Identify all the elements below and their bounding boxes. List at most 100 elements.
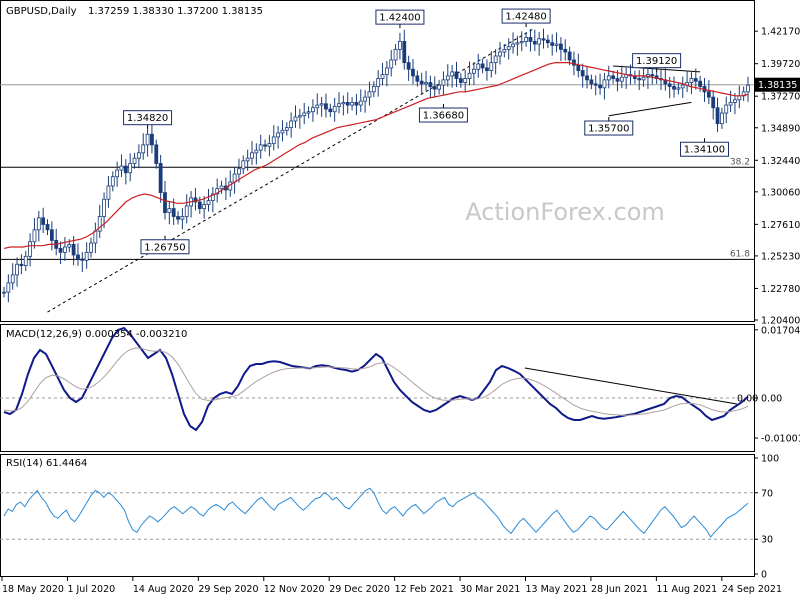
candle-body	[202, 204, 207, 209]
candle-body	[528, 37, 533, 42]
rsi-panel-frame	[0, 454, 755, 577]
candle-body	[63, 246, 67, 253]
candle-body	[245, 157, 250, 162]
annotation-label: 1.42400	[379, 13, 420, 24]
candle-body	[519, 41, 524, 44]
annotation-label: 1.34820	[127, 113, 168, 124]
candle-body	[689, 78, 694, 83]
candle-body	[297, 115, 302, 118]
candle-body	[106, 185, 111, 200]
annotation-box	[632, 53, 682, 69]
candle-body	[441, 79, 446, 86]
main-y-tick-label: 1.37270	[761, 92, 800, 103]
candle-body	[328, 108, 333, 113]
candle-body	[415, 75, 420, 82]
candle-body	[123, 165, 128, 174]
candle-body	[19, 263, 24, 267]
candle-body	[184, 205, 189, 217]
candle-body	[319, 103, 324, 106]
candle-body	[267, 143, 272, 147]
candle-body	[97, 216, 102, 232]
annotation-label: 1.34100	[684, 145, 725, 156]
candle-body	[132, 157, 137, 164]
candle-body	[367, 91, 372, 98]
fib-level-label: 61.8	[730, 249, 750, 259]
fib-level-label: 38.2	[730, 157, 750, 167]
candle-body	[480, 63, 485, 69]
x-tick-label: 13 May 2021	[526, 584, 588, 595]
main-price-layer: 38.2 61.8 1.34820 1.26750 1.42400 1.36680 1.42…	[0, 8, 754, 313]
candle-body	[306, 111, 311, 114]
candle-body	[276, 132, 281, 138]
main-panel-frame	[0, 0, 755, 322]
candle-body	[641, 76, 646, 81]
main-y-tick-label: 1.22780	[761, 284, 800, 295]
candle-body	[467, 72, 472, 79]
candle-body	[80, 258, 85, 261]
candle-body	[615, 78, 620, 82]
candle-body	[241, 160, 246, 170]
candle-body	[180, 216, 185, 220]
rsi-y-tick-label: 70	[761, 488, 773, 499]
annotation-box	[375, 9, 425, 25]
annotation-box	[418, 107, 468, 123]
macd-panel-frame	[0, 324, 755, 452]
candle-body	[393, 48, 398, 61]
candle-body	[454, 71, 459, 79]
main-y-tick-label: 1.42170	[761, 27, 800, 38]
x-tick-label: 14 Aug 2020	[133, 584, 194, 595]
candle-body	[315, 104, 320, 109]
annotation-box	[584, 120, 634, 136]
candle-body	[115, 169, 120, 178]
candle-body	[271, 136, 276, 144]
candle-body	[163, 192, 167, 213]
main-y-tick-label: 1.32440	[761, 156, 800, 167]
candle-body	[337, 103, 341, 107]
candle-body	[598, 84, 602, 89]
candle-body	[693, 78, 698, 82]
candle-body	[154, 144, 159, 164]
candle-body	[650, 74, 655, 77]
candle-body	[498, 51, 502, 57]
candle-body	[384, 67, 389, 75]
candle-body	[258, 144, 263, 151]
candle-body	[15, 263, 19, 276]
candle-body	[445, 75, 450, 81]
annotation-label: 1.36680	[423, 111, 464, 122]
candle-body	[263, 144, 267, 147]
candle-body	[672, 86, 676, 90]
candle-body	[537, 38, 542, 45]
candle-body	[458, 78, 463, 83]
rsi-y-tick-label: 0	[761, 570, 767, 581]
signal-line	[3, 347, 749, 416]
candle-body	[606, 75, 611, 81]
macd-layer	[0, 326, 754, 432]
candle-body	[302, 112, 307, 117]
candle-body	[545, 39, 550, 44]
candle-body	[49, 229, 54, 241]
candle-body	[428, 82, 433, 87]
macd-trendline	[524, 367, 737, 405]
x-tick-label: 12 Feb 2021	[395, 584, 454, 595]
candle-body	[676, 87, 681, 90]
candle-body	[380, 74, 385, 79]
candle-body	[345, 102, 350, 106]
candle-body	[411, 68, 415, 77]
macd-zero-label-left: 0.00	[737, 394, 758, 405]
header-symbol: GBPUSD,Daily	[6, 6, 77, 17]
candle-body	[698, 80, 703, 87]
macd-y-tick-label: -0.010013	[761, 434, 800, 445]
candle-body	[437, 84, 441, 90]
annotation-box	[123, 110, 173, 126]
moving-average-line	[3, 61, 749, 249]
x-tick-label: 18 May 2020	[2, 584, 64, 595]
candle-body	[84, 251, 89, 261]
candle-body	[572, 59, 576, 66]
wedge-lower-line	[608, 101, 692, 117]
candle-body	[176, 216, 180, 220]
rsi-y-tick-label: 100	[761, 454, 779, 465]
candle-body	[324, 103, 328, 110]
candle-body	[506, 46, 511, 50]
